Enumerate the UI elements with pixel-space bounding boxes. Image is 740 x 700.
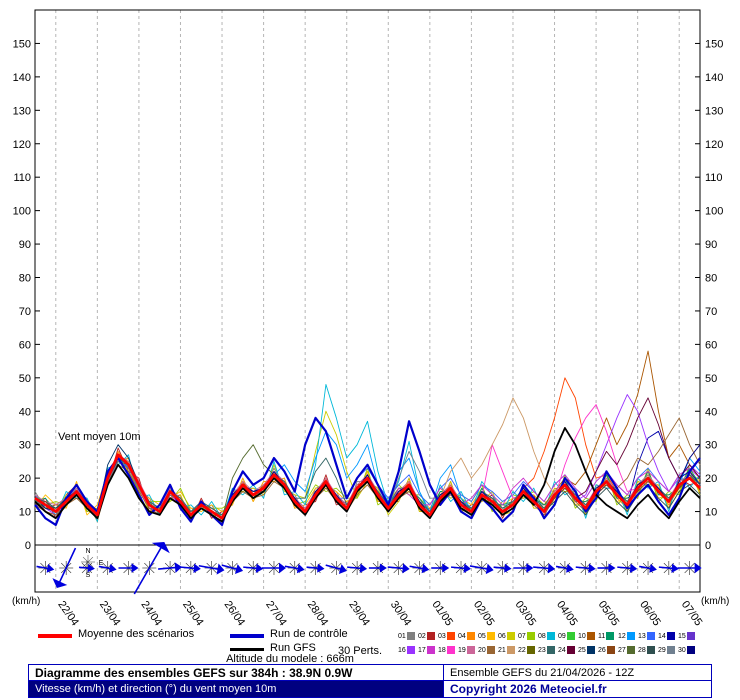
svg-text:N: N (85, 548, 90, 555)
diagram-subtitle: Vitesse (km/h) et direction (°) du vent … (29, 681, 444, 697)
svg-text:04/05: 04/05 (554, 599, 580, 628)
svg-text:150: 150 (13, 38, 31, 50)
svg-text:22/04: 22/04 (55, 599, 81, 628)
pert-legend-item: 24 (558, 643, 578, 657)
svg-text:60: 60 (19, 339, 31, 351)
svg-text:70: 70 (19, 306, 31, 318)
svg-text:70: 70 (705, 306, 717, 318)
svg-text:140: 140 (705, 72, 723, 84)
pert-legend-item: 22 (518, 643, 538, 657)
svg-text:0: 0 (25, 540, 31, 552)
svg-text:30: 30 (705, 440, 717, 452)
svg-text:100: 100 (705, 206, 723, 218)
perturbation-color-legend: 01 02 03 04 05 06 07 08 09 10 11 12 13 14 15 16 17 18 19 20… (398, 629, 700, 657)
svg-text:140: 140 (13, 72, 31, 84)
chart-annotation: Vent moyen 10m (58, 431, 141, 443)
svg-text:10: 10 (19, 507, 31, 519)
svg-text:120: 120 (13, 139, 31, 151)
pert-legend-item: 26 (598, 643, 618, 657)
legend-mean-label: Moyenne des scénarios (78, 628, 195, 640)
footer-info-bar: Diagramme des ensembles GEFS sur 384h : … (28, 664, 712, 698)
svg-text:90: 90 (705, 239, 717, 251)
control-line-swatch (230, 634, 264, 638)
legend-control-label: Run de contrôle (270, 628, 348, 640)
svg-text:100: 100 (13, 206, 31, 218)
svg-text:50: 50 (705, 373, 717, 385)
svg-text:30: 30 (19, 440, 31, 452)
pert-legend-item: 29 (658, 643, 678, 657)
svg-text:02/05: 02/05 (471, 599, 497, 628)
diagram-title: Diagramme des ensembles GEFS sur 384h : … (29, 665, 444, 681)
svg-text:80: 80 (705, 273, 717, 285)
svg-text:40: 40 (19, 406, 31, 418)
unit-label-left: (km/h) (12, 596, 41, 607)
pert-legend-item: 17 (418, 643, 438, 657)
svg-text:25/04: 25/04 (180, 599, 206, 628)
svg-text:06/05: 06/05 (637, 599, 663, 628)
run-info: Ensemble GEFS du 21/04/2026 - 12Z (444, 665, 711, 681)
svg-text:01/05: 01/05 (429, 599, 455, 628)
pert-legend-item: 11 (598, 629, 618, 643)
svg-text:27/04: 27/04 (263, 599, 289, 628)
pert-legend-item: 12 (618, 629, 638, 643)
pert-legend-item: 04 (458, 629, 478, 643)
pert-legend-item: 10 (578, 629, 598, 643)
svg-text:90: 90 (19, 239, 31, 251)
svg-text:130: 130 (13, 105, 31, 117)
svg-text:150: 150 (705, 38, 723, 50)
svg-text:110: 110 (13, 172, 31, 184)
svg-text:28/04: 28/04 (305, 599, 331, 628)
pert-legend-item: 13 (638, 629, 658, 643)
svg-text:80: 80 (19, 273, 31, 285)
svg-text:40: 40 (705, 406, 717, 418)
model-altitude-label: Altitude du modele : 666m (226, 653, 354, 665)
svg-text:60: 60 (705, 339, 717, 351)
svg-text:30/04: 30/04 (388, 599, 414, 628)
pert-legend-item: 06 (498, 629, 518, 643)
svg-text:29/04: 29/04 (346, 599, 372, 628)
svg-text:26/04: 26/04 (222, 599, 248, 628)
pert-legend-item: 15 (678, 629, 698, 643)
pert-legend-item: 20 (478, 643, 498, 657)
svg-text:0: 0 (705, 540, 711, 552)
pert-legend-item: 09 (558, 629, 578, 643)
pert-legend-item: 23 (538, 643, 558, 657)
svg-text:24/04: 24/04 (138, 599, 164, 628)
pert-legend-item: 08 (538, 629, 558, 643)
pert-legend-item: 21 (498, 643, 518, 657)
pert-legend-item: 14 (658, 629, 678, 643)
svg-text:S: S (86, 572, 91, 579)
svg-text:23/04: 23/04 (97, 599, 123, 628)
pert-legend-item: 05 (478, 629, 498, 643)
pert-legend-item: 02 (418, 629, 438, 643)
svg-text:10: 10 (705, 507, 717, 519)
svg-text:03/05: 03/05 (513, 599, 539, 628)
pert-legend-item: 28 (638, 643, 658, 657)
svg-text:20: 20 (19, 473, 31, 485)
legend-perts-label: 30 Perts. (338, 645, 383, 657)
mean-line-swatch (38, 634, 72, 638)
svg-text:50: 50 (19, 373, 31, 385)
pert-legend-item: 16 (398, 643, 418, 657)
legend-gfs-label: Run GFS (270, 642, 316, 654)
pert-legend-item: 01 (398, 629, 418, 643)
pert-legend-item: 18 (438, 643, 458, 657)
svg-text:05/05: 05/05 (596, 599, 622, 628)
gfs-line-swatch (230, 648, 264, 651)
pert-legend-item: 07 (518, 629, 538, 643)
svg-text:130: 130 (705, 105, 723, 117)
pert-legend-item: 25 (578, 643, 598, 657)
pert-legend-item: 03 (438, 629, 458, 643)
pert-legend-item: 19 (458, 643, 478, 657)
copyright-label: Copyright 2026 Meteociel.fr (450, 682, 607, 696)
pert-legend-item: 30 (678, 643, 698, 657)
svg-text:20: 20 (705, 473, 717, 485)
svg-text:E: E (99, 560, 104, 567)
svg-text:120: 120 (705, 139, 723, 151)
svg-text:110: 110 (705, 172, 723, 184)
pert-legend-item: 27 (618, 643, 638, 657)
unit-label-right: (km/h) (701, 596, 730, 607)
